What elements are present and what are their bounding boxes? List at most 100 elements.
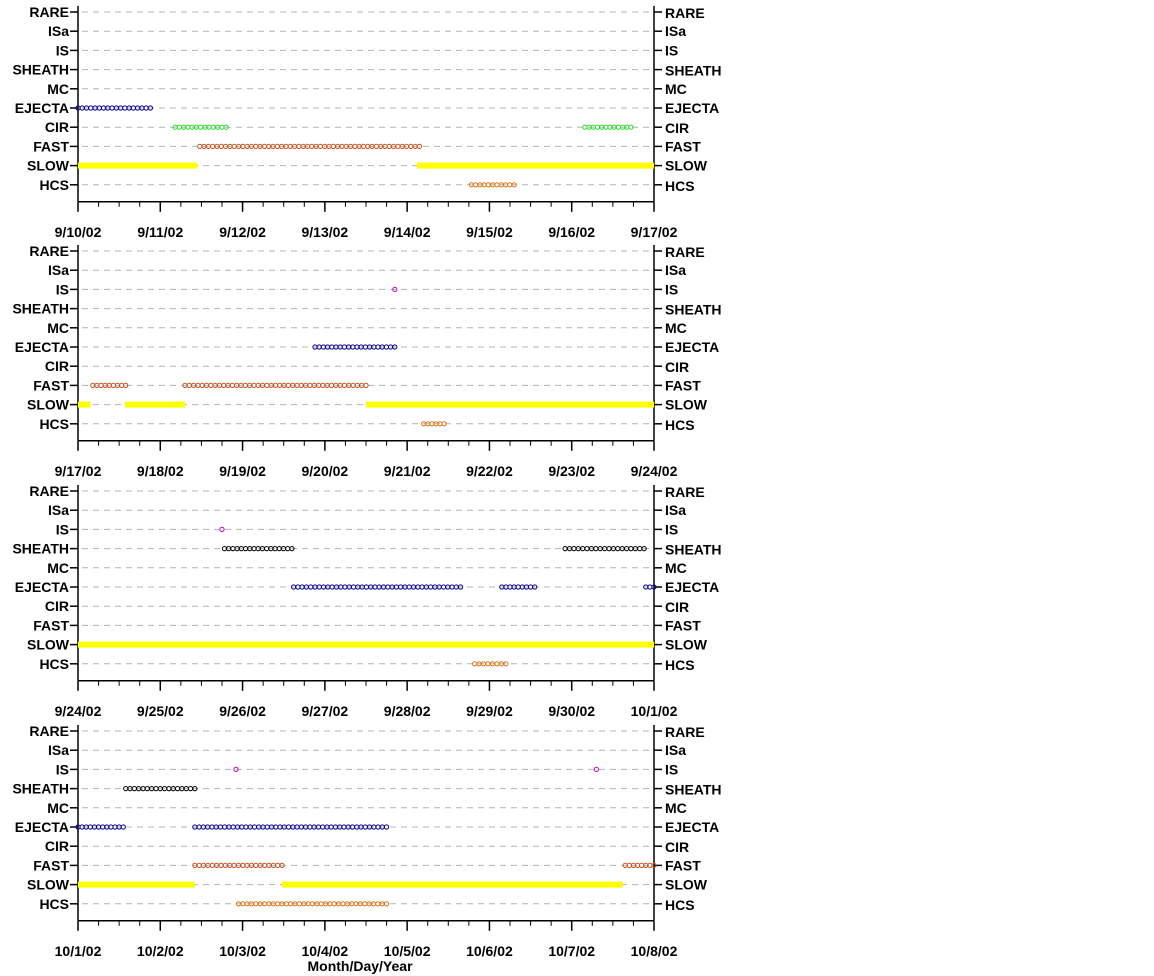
panel-2-fast-point	[242, 382, 248, 388]
panel-1-cir-point	[198, 124, 204, 130]
panel-1-fast-point	[330, 143, 336, 149]
panel-1-slow-bar	[78, 162, 198, 169]
panel-2-x-tick-label: 9/17/02	[55, 463, 102, 479]
panel-4-sheath-point	[192, 786, 198, 792]
panel-1-x-tick-label: 9/16/02	[548, 224, 595, 240]
panel-3-x-tick-label: 9/28/02	[384, 703, 431, 719]
panel-3-ejecta-point	[385, 584, 391, 590]
panel-3-slow-bar	[78, 641, 654, 648]
panel-1-cir-point	[594, 124, 601, 130]
panel-1-category-label-left: RARE	[29, 4, 69, 20]
panel-1-cir-point	[223, 124, 229, 130]
panel-3-x-tick-label: 10/1/02	[631, 703, 678, 719]
panel-3-category-label-right: RARE	[665, 484, 705, 500]
panel-2-ejecta-point	[362, 344, 368, 350]
panel-1-hcs-point	[494, 182, 500, 188]
panel-4-ejecta-point	[209, 824, 215, 830]
panel-3-category-label-left: SHEATH	[12, 541, 69, 557]
panel-3-ejecta-point	[428, 584, 434, 590]
panel-2-category-label-left: FAST	[33, 377, 69, 393]
panel-4-category-label-left: MC	[47, 800, 69, 816]
panel-3-category-label-right: SLOW	[665, 637, 708, 653]
panel-4-fast-point	[275, 862, 281, 869]
panel-2-hcs-point	[429, 421, 435, 427]
panel-1-category-label-left: SHEATH	[12, 62, 69, 78]
panel-3-ejecta-point	[350, 584, 357, 590]
panel-1-fast-point	[296, 143, 302, 149]
panel-3-sheath-point	[264, 546, 270, 552]
panel-2-fast-point	[307, 382, 313, 388]
panel-3-hcs-point	[494, 661, 500, 667]
panel-2-fast-point	[363, 382, 369, 388]
panel-4-category-label-right: HCS	[665, 897, 695, 913]
panel-4-category-label-left: EJECTA	[15, 819, 69, 835]
panel-2-category-label-left: ISa	[48, 262, 69, 278]
panel-3-category-label-right: IS	[665, 521, 678, 537]
panel-3-ejecta-point	[651, 584, 657, 590]
panel-4-sheath-point	[153, 786, 159, 792]
panel-3-hcs-point	[503, 661, 509, 667]
panel-1-category-label-right: SHEATH	[665, 63, 722, 79]
panel-1-cir-point	[615, 124, 621, 130]
panel-4-category-label-right: IS	[665, 761, 678, 777]
panel-1-x-tick-label: 9/12/02	[219, 224, 266, 240]
panel-4-ejecta-point	[362, 824, 368, 830]
panel-2-hcs-point	[441, 421, 447, 427]
panel-1-ejecta-point	[109, 105, 115, 111]
panel-3-category-label-right: HCS	[665, 657, 695, 673]
panel-4-category-label-right: ISa	[665, 742, 686, 758]
panel-4-category-label-right: RARE	[665, 724, 705, 740]
panel-3-ejecta-point	[440, 584, 447, 590]
panel-4-hcs-point	[318, 901, 324, 907]
panel-4-fast-point	[279, 862, 285, 869]
panel-1-fast-point	[253, 143, 259, 149]
panel-2-category-label-right: RARE	[665, 244, 705, 260]
panel-2-ejecta-point	[329, 344, 335, 350]
panel-3-sheath-point	[637, 546, 643, 552]
panel-3-sheath-point	[230, 546, 236, 552]
panel-2-fast-point	[186, 382, 192, 388]
panel-4-is-point	[233, 766, 239, 773]
panel-2-category-label-right: SLOW	[665, 397, 708, 413]
panel-3-ejecta-point	[527, 584, 534, 590]
panel-1-hcs-point	[511, 182, 517, 188]
panel-2-category-label-left: HCS	[39, 416, 69, 432]
panel-2-slow-bar	[78, 401, 91, 408]
panel-1-category-label-right: MC	[665, 81, 687, 97]
panel-2-fast-point	[285, 382, 292, 388]
panel-1-x-tick-label: 9/11/02	[137, 224, 183, 240]
panel-4-slow-bar	[282, 881, 623, 888]
panel-4-hcs-point	[253, 901, 259, 907]
panel-3-ejecta-point	[308, 584, 314, 590]
panel-2-x-tick-label: 9/22/02	[466, 463, 513, 479]
panel-4-category-label-left: RARE	[29, 723, 69, 739]
panel-2-slow-bar	[124, 401, 185, 408]
panel-4-category-label-right: EJECTA	[665, 819, 719, 835]
panel-3-x-tick-label: 9/25/02	[137, 703, 184, 719]
panel-3-category-label-right: MC	[665, 560, 687, 576]
panel-1-fast-point	[274, 143, 280, 149]
panel-2-x-tick-label: 9/18/02	[137, 463, 184, 479]
panel-4-fast-point	[253, 862, 259, 869]
panel-3-category-label-left: RARE	[29, 483, 69, 499]
panel-1-ejecta-point	[147, 105, 154, 111]
panel-1-cir-point	[628, 124, 634, 130]
panel-3-x-tick-label: 9/24/02	[55, 703, 102, 719]
panel-2-category-label-left: SLOW	[27, 397, 70, 413]
panel-2-category-label-right: MC	[665, 320, 687, 336]
panel-2-fast-point	[123, 382, 129, 388]
panel-4-category-label-right: SLOW	[665, 877, 708, 893]
panel-4-ejecta-point	[87, 824, 93, 830]
panel-2-slow-bar	[366, 401, 654, 408]
panel-4-slow-bar	[78, 881, 195, 888]
panel-4-x-tick-label: 10/1/02	[55, 943, 102, 959]
panel-1-fast-point	[395, 143, 401, 149]
panel-3-hcs-point	[472, 661, 478, 667]
panel-4-x-tick-label: 10/5/02	[384, 943, 431, 959]
panel-1-category-label-right: ISa	[665, 23, 686, 39]
panel-4-ejecta-point	[230, 824, 236, 830]
panel-1-x-tick-label: 9/15/02	[466, 224, 513, 240]
panel-4-x-tick-label: 10/2/02	[137, 943, 184, 959]
panel-4-category-label-right: FAST	[665, 857, 701, 873]
